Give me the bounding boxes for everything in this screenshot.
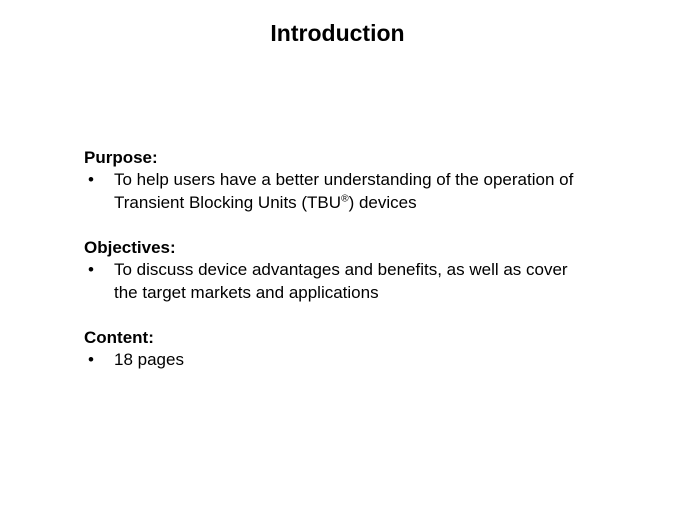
content-list: 18 pages [84, 349, 594, 372]
purpose-heading: Purpose: [84, 147, 594, 169]
purpose-text-post: ) devices [349, 193, 417, 212]
slide-body: Purpose: To help users have a better und… [84, 147, 594, 394]
list-item: To help users have a better understandin… [84, 169, 594, 215]
purpose-text-pre: To help users have a better understandin… [114, 170, 573, 212]
list-item: 18 pages [84, 349, 594, 372]
list-item: To discuss device advantages and benefit… [84, 259, 594, 305]
objectives-heading: Objectives: [84, 237, 594, 259]
slide-title: Introduction [0, 0, 675, 47]
objectives-list: To discuss device advantages and benefit… [84, 259, 594, 305]
registered-mark: ® [341, 193, 349, 204]
purpose-list: To help users have a better understandin… [84, 169, 594, 215]
content-heading: Content: [84, 327, 594, 349]
